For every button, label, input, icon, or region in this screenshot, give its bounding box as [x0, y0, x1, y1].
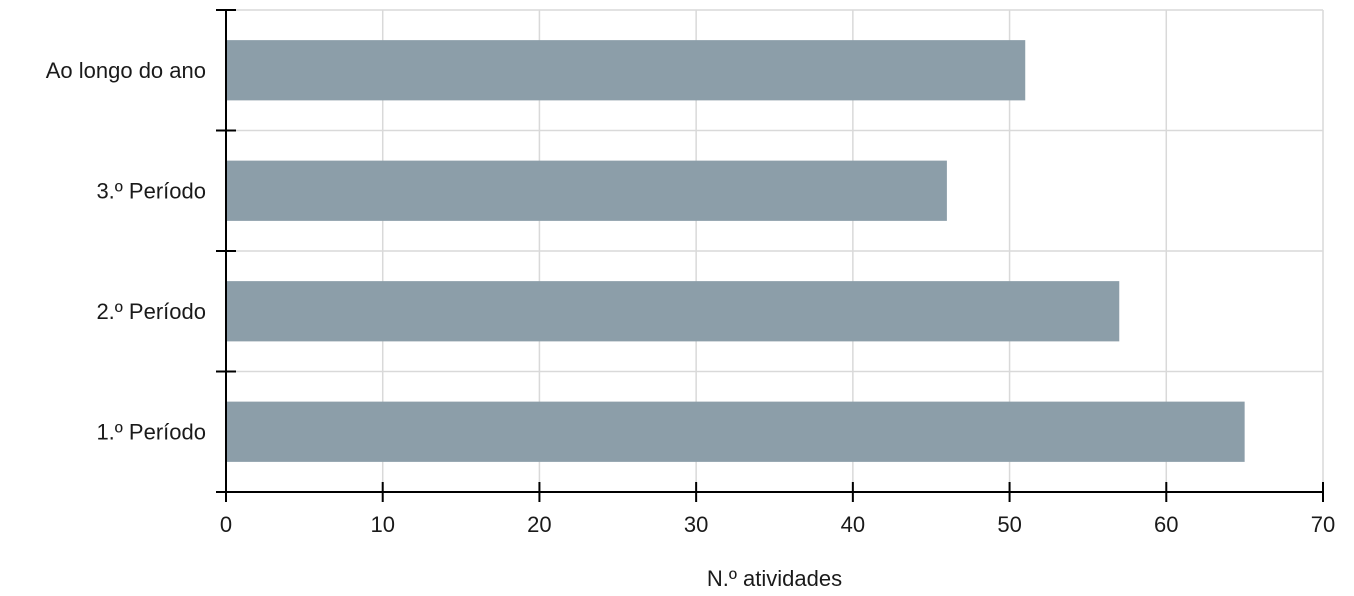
x-tick-label: 40 [841, 512, 865, 537]
x-tick-label: 0 [220, 512, 232, 537]
x-tick-label: 60 [1154, 512, 1178, 537]
bar [226, 40, 1026, 101]
category-label: 2.º Período [96, 299, 206, 324]
bar [226, 160, 947, 221]
x-tick-label: 30 [684, 512, 708, 537]
category-label: 1.º Período [96, 419, 206, 444]
bars [226, 40, 1245, 462]
x-axis-title: N.º atividades [707, 566, 842, 591]
x-tick-label: 10 [370, 512, 394, 537]
axes [216, 9, 1324, 502]
labels: 1.º Período 2.º Período 3.º Período Ao long… [46, 58, 1336, 537]
category-label: Ao longo do ano [46, 58, 206, 83]
bar [226, 281, 1120, 342]
category-label: 3.º Período [96, 178, 206, 203]
x-tick-label: 50 [997, 512, 1021, 537]
x-tick-label: 20 [527, 512, 551, 537]
x-tick-label: 70 [1311, 512, 1335, 537]
bar [226, 401, 1245, 462]
